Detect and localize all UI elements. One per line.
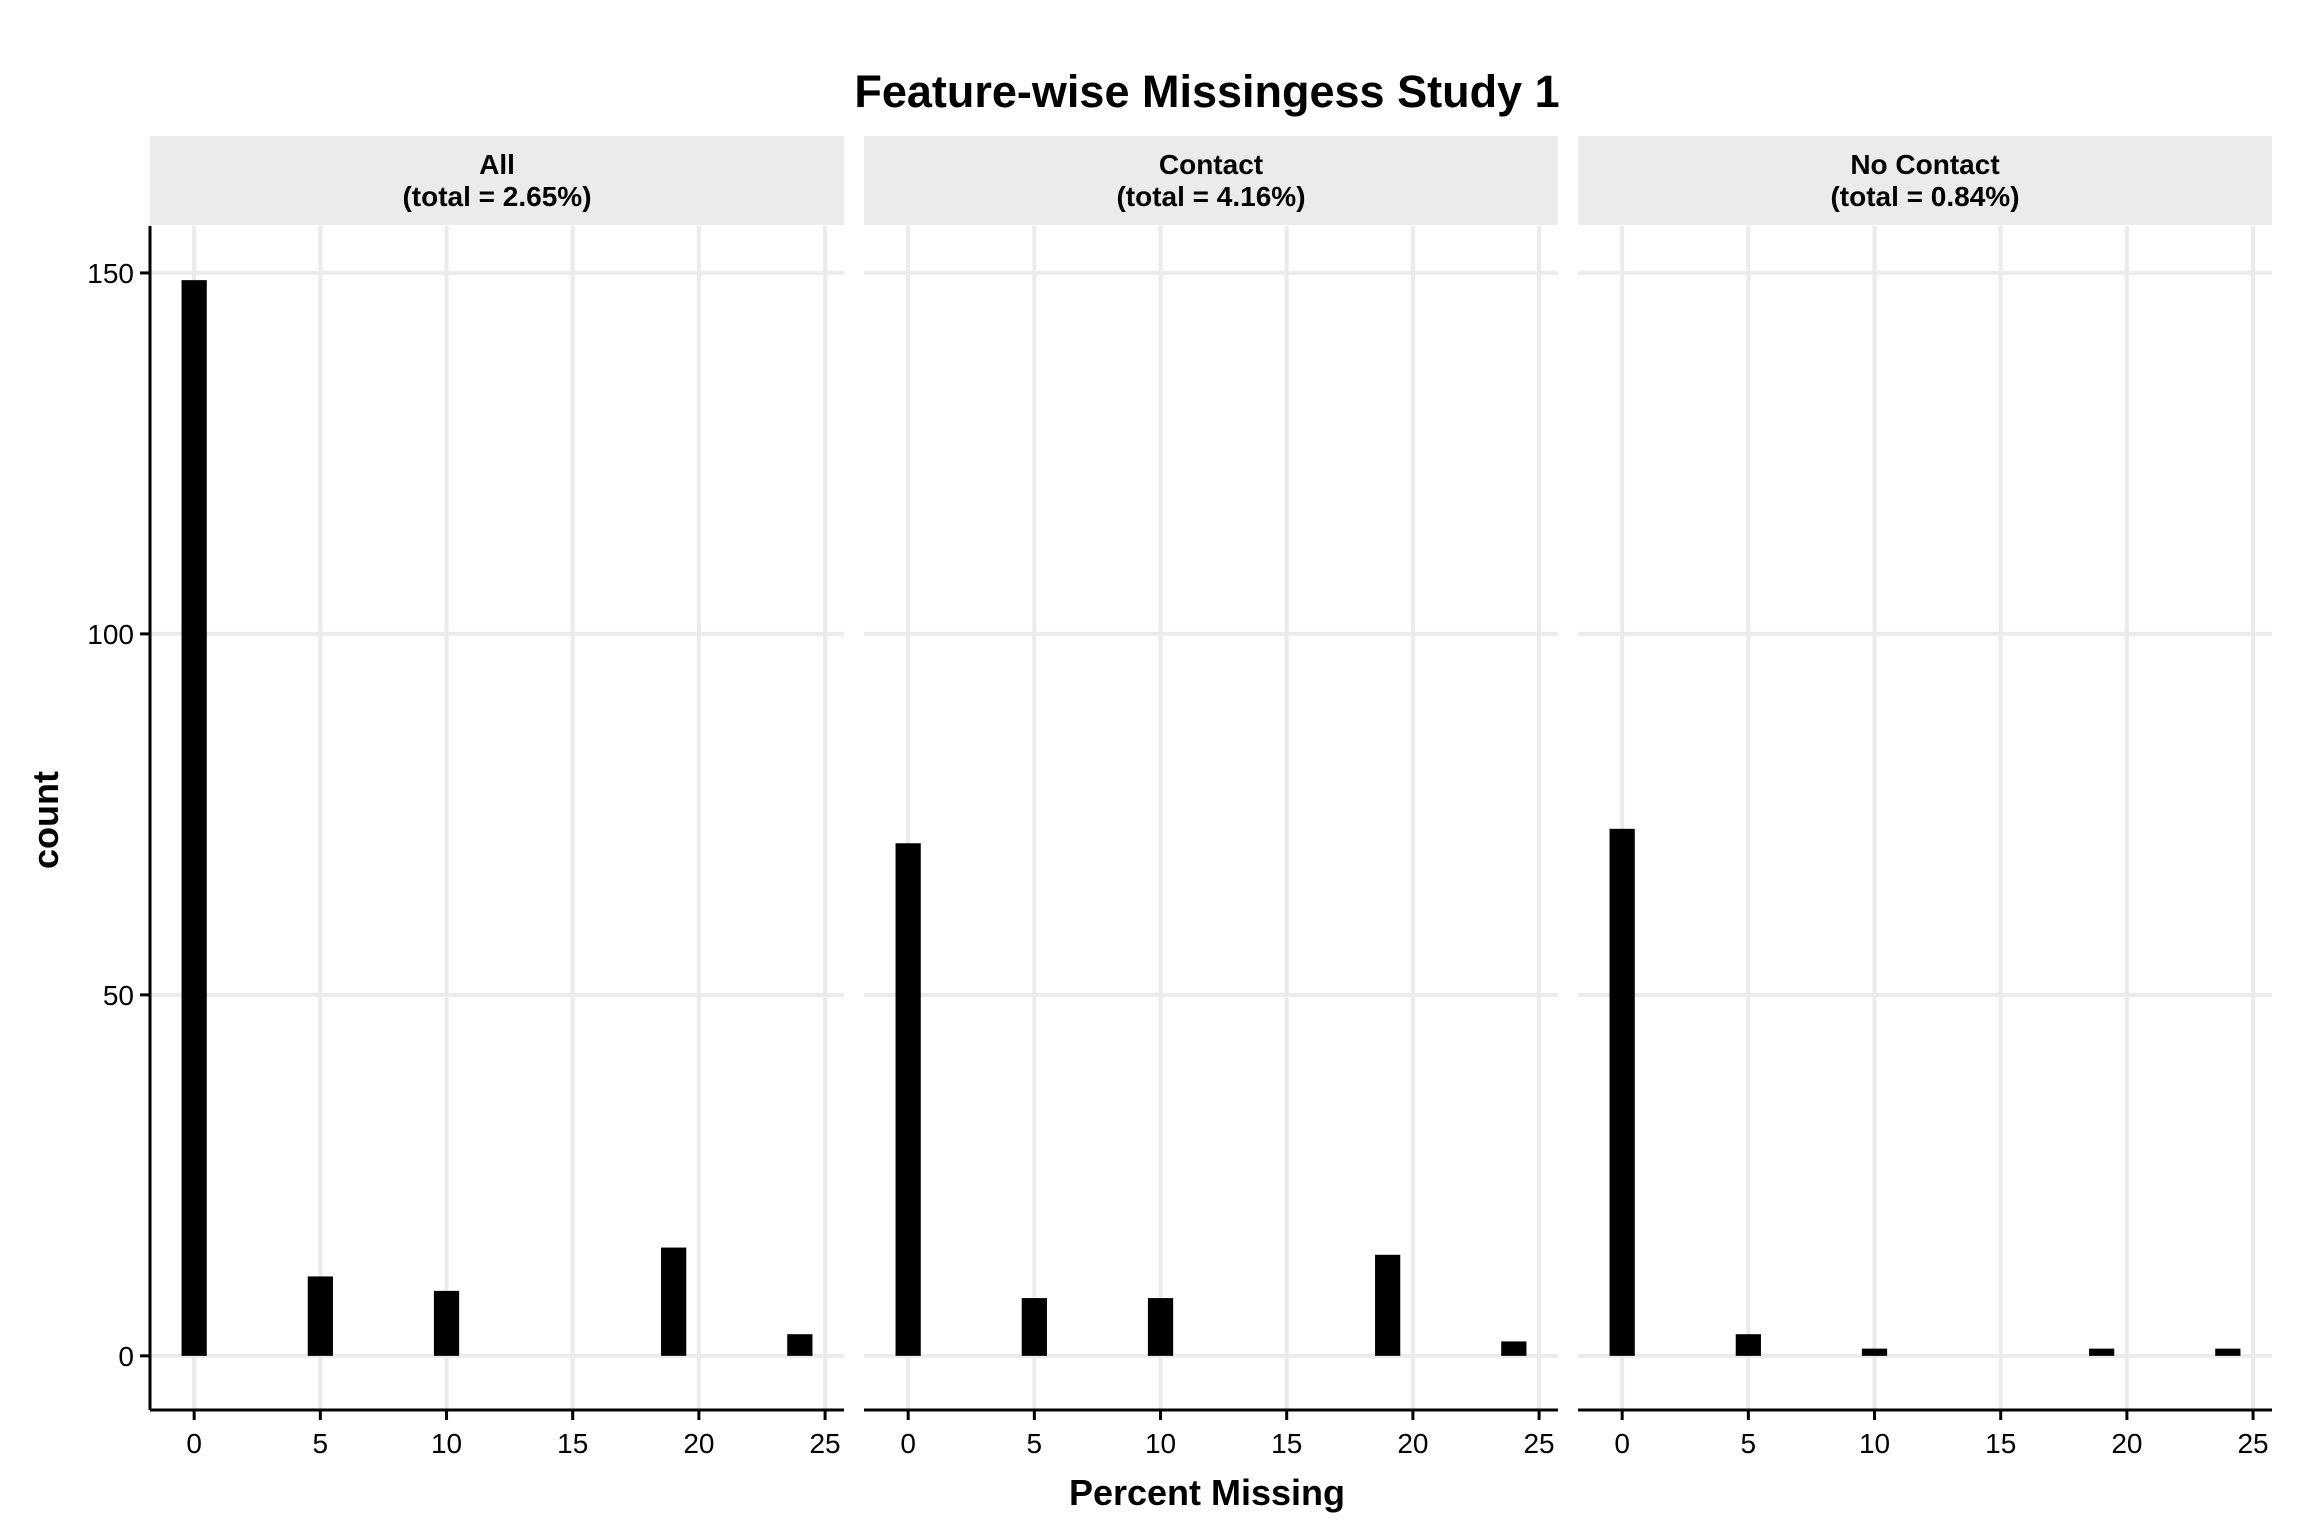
- bar: [895, 843, 921, 1356]
- y-tick-label: 50: [103, 980, 134, 1011]
- bar: [1375, 1254, 1401, 1356]
- y-axis-title: count: [25, 771, 66, 869]
- bar: [307, 1276, 333, 1356]
- x-tick-label: 25: [809, 1428, 840, 1459]
- x-axis-title: Percent Missing: [1069, 1472, 1345, 1513]
- x-tick-label: 20: [1397, 1428, 1428, 1459]
- facet-strip: [150, 136, 844, 225]
- facet-strip: [864, 136, 1558, 225]
- bar: [2215, 1348, 2241, 1356]
- x-tick-label: 5: [313, 1428, 329, 1459]
- bar: [2089, 1348, 2115, 1356]
- y-tick-label: 150: [87, 258, 134, 289]
- bar: [661, 1247, 687, 1356]
- x-tick-label: 5: [1027, 1428, 1043, 1459]
- x-tick-label: 0: [1614, 1428, 1630, 1459]
- x-tick-label: 0: [900, 1428, 916, 1459]
- bar: [1861, 1348, 1888, 1356]
- x-tick-label: 15: [1271, 1428, 1302, 1459]
- x-tick-label: 25: [1523, 1428, 1554, 1459]
- facet-panel-3: No Contact(total = 0.84%) 0 5 10 15 20 25: [1578, 136, 2272, 1459]
- facet-sublabel: (total = 4.16%): [1116, 181, 1305, 212]
- bar: [1501, 1341, 1527, 1356]
- y-tick-label: 0: [118, 1341, 134, 1372]
- x-tick-label: 25: [2237, 1428, 2268, 1459]
- bar: [181, 280, 207, 1356]
- bar: [1147, 1298, 1174, 1356]
- x-tick-label: 10: [1145, 1428, 1176, 1459]
- bar: [1735, 1334, 1761, 1356]
- facet-panels: All(total = 2.65%)0 5 10 15 20 25Contact(tota…: [150, 136, 2272, 1459]
- x-tick-label: 5: [1741, 1428, 1757, 1459]
- x-tick-label: 20: [683, 1428, 714, 1459]
- x-tick-label: 0: [186, 1428, 202, 1459]
- facet-panel-1: All(total = 2.65%) 0 5 10 15 20 25: [150, 136, 844, 1459]
- y-tick-label: 100: [87, 619, 134, 650]
- y-axis: 0 50 100 150: [87, 226, 152, 1410]
- bar: [787, 1334, 813, 1356]
- facet-label: All: [479, 149, 515, 180]
- facet-strip: [1578, 136, 2272, 225]
- facet-sublabel: (total = 2.65%): [402, 181, 591, 212]
- facet-label: No Contact: [1850, 149, 1999, 180]
- bar: [433, 1290, 460, 1356]
- x-tick-label: 10: [431, 1428, 462, 1459]
- bar: [1609, 828, 1635, 1356]
- chart-title: Feature-wise Missingess Study 1: [854, 66, 1559, 117]
- facet-panel-2: Contact(total = 4.16%) 0 5 10 15 20 25: [864, 136, 1558, 1459]
- x-tick-label: 15: [557, 1428, 588, 1459]
- x-tick-label: 20: [2111, 1428, 2142, 1459]
- x-tick-label: 10: [1859, 1428, 1890, 1459]
- facet-label: Contact: [1159, 149, 1263, 180]
- x-tick-label: 15: [1985, 1428, 2016, 1459]
- facet-sublabel: (total = 0.84%): [1830, 181, 2019, 212]
- bar: [1021, 1298, 1047, 1356]
